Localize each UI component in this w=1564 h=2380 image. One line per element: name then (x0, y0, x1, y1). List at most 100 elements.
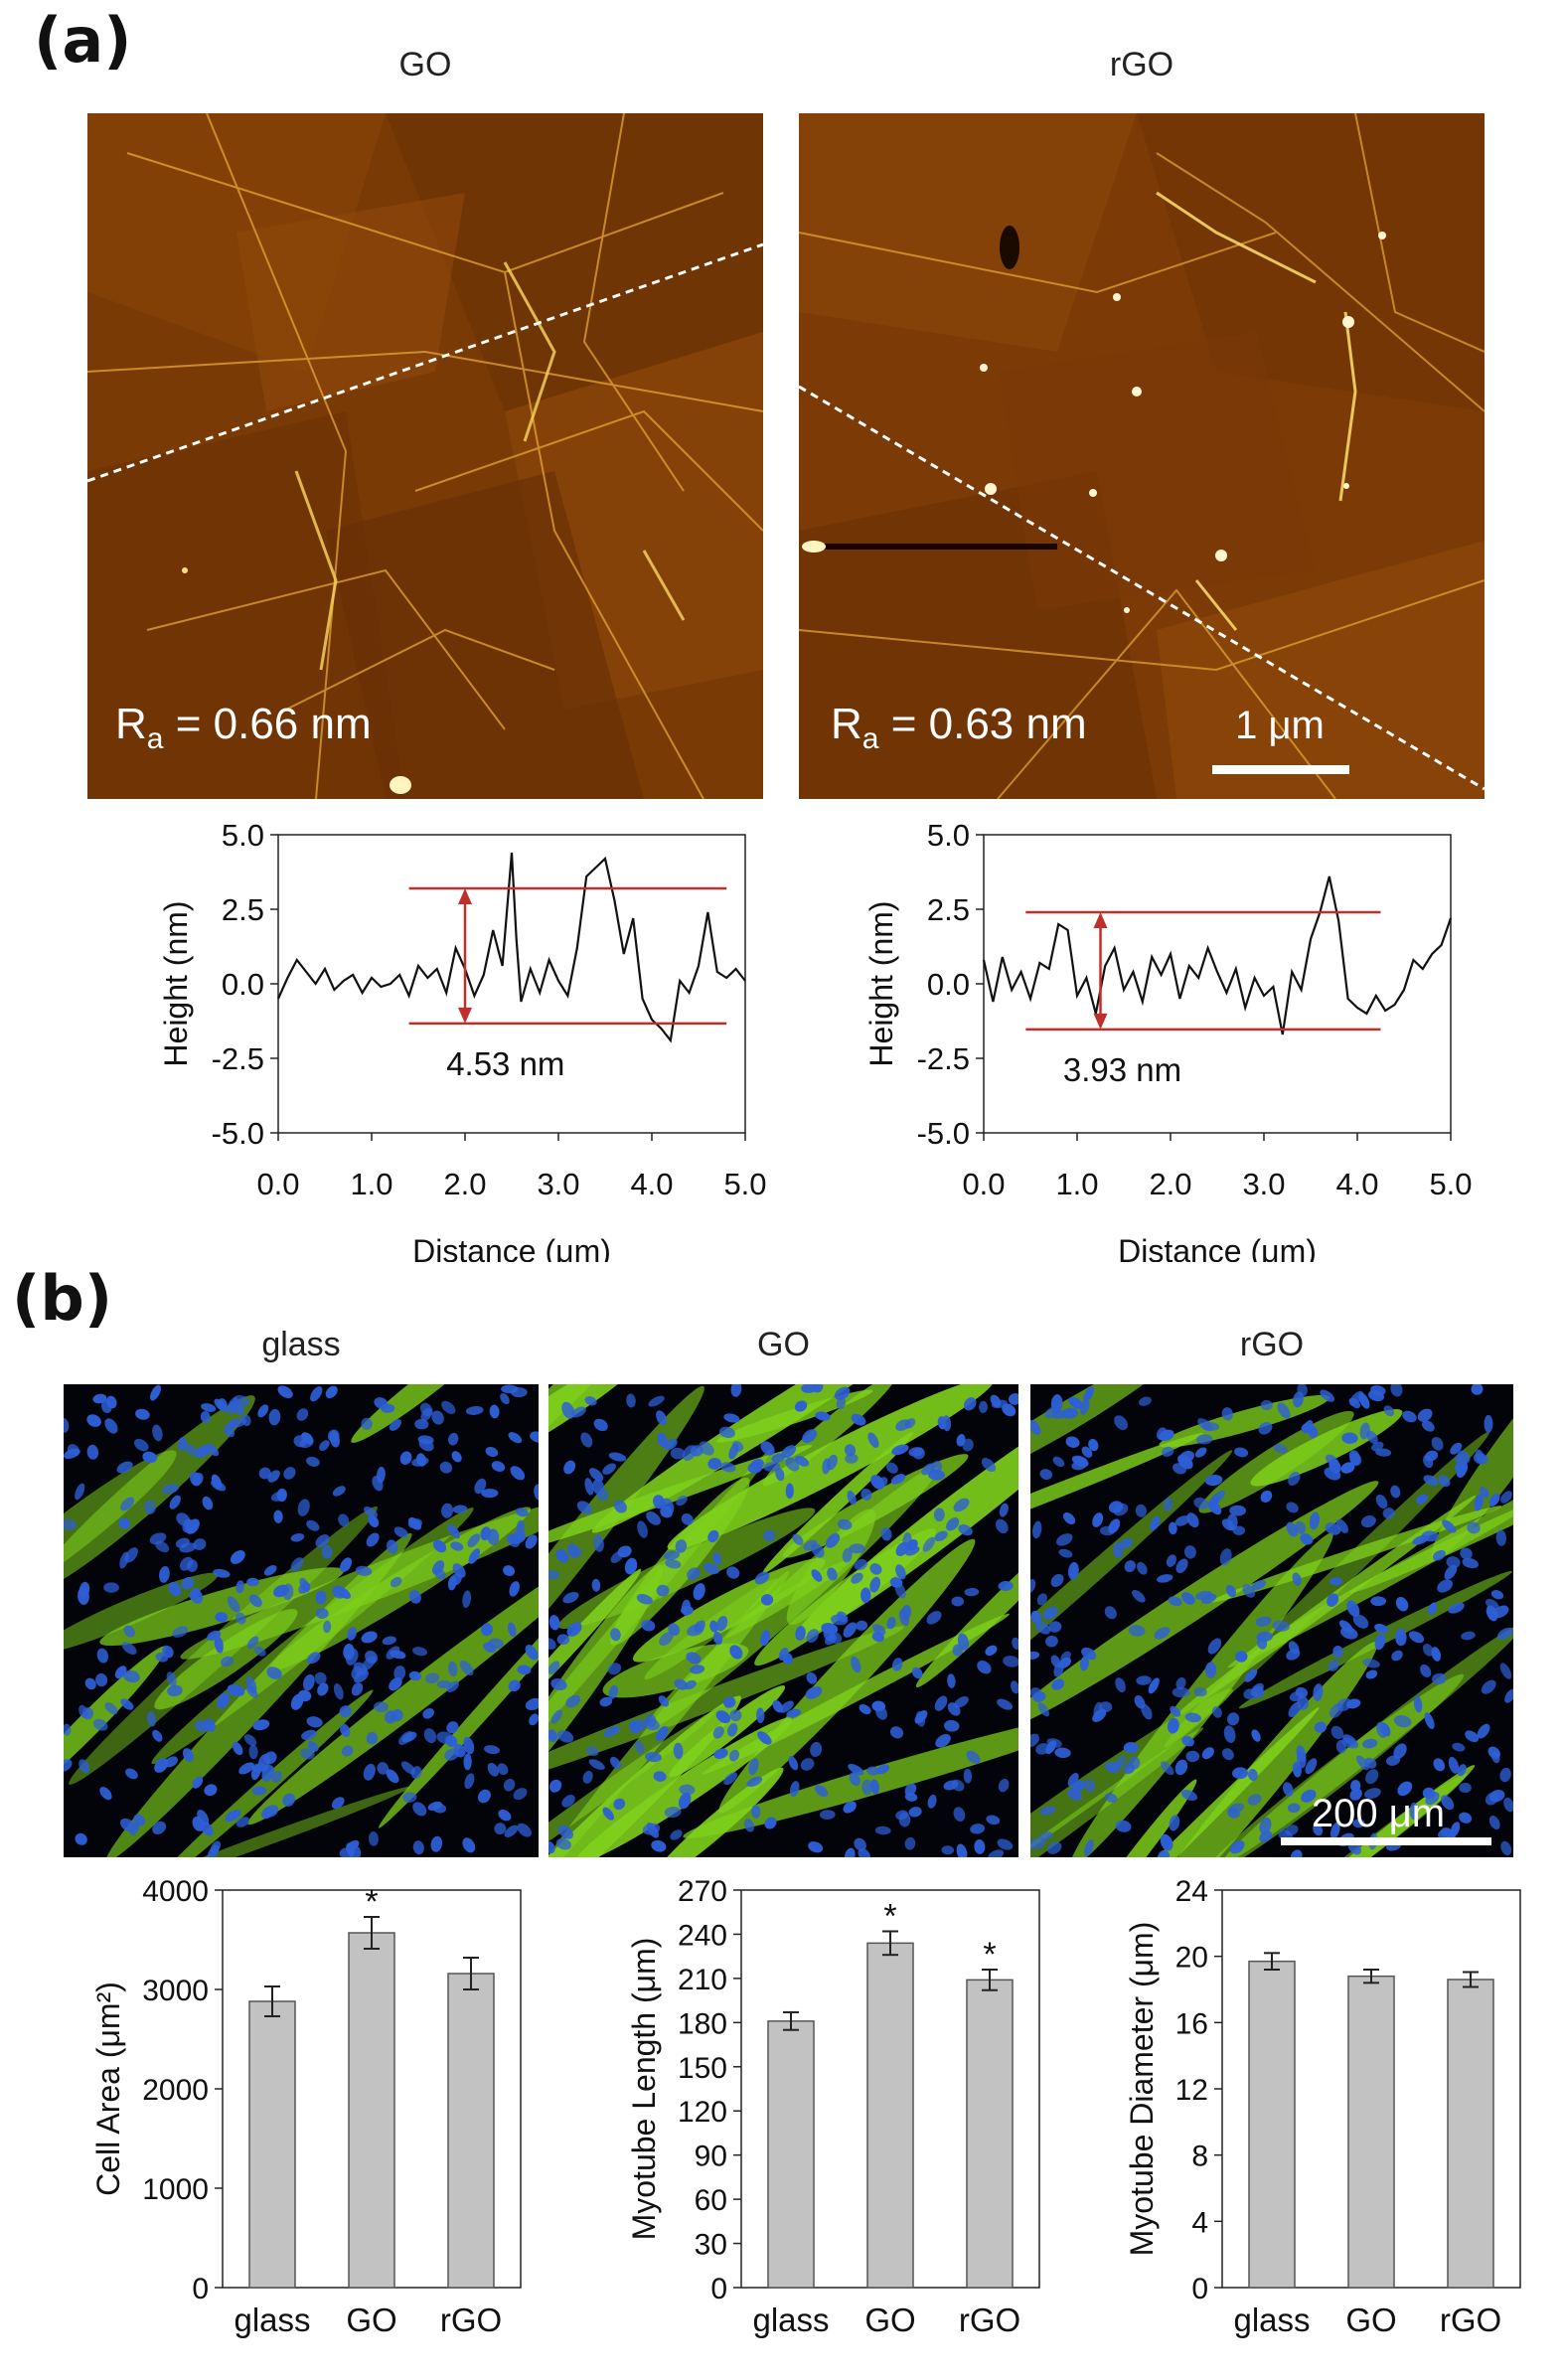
afm-image-rgo: Ra = 0.63 nm 1 μm (799, 113, 1485, 799)
x-tick-label: rGO (1440, 2301, 1501, 2338)
y-tick-label: 2.5 (927, 892, 970, 927)
bar-rgo (447, 1973, 495, 2289)
x-tick-label: 3.0 (1242, 1167, 1285, 1201)
bar-glass (248, 2000, 296, 2289)
height-profile-line (982, 875, 1453, 1035)
x-tick-label: 5.0 (723, 1167, 766, 1201)
y-tick-label: -2.5 (917, 1041, 970, 1076)
afm-go-title: GO (398, 46, 452, 83)
ra-label-rgo: Ra = 0.63 nm (831, 700, 1087, 756)
myotube-length-bar-chart: 0 30 60 90 120 150 180 210 240 270 glass * GO * rGO Myo… (626, 1875, 1040, 2338)
bar-glass (1248, 1960, 1296, 2289)
height-profile-go-chart: 5.0 2.5 0.0 -2.5 -5.0 0.0 1.0 2.0 3.0 4.0 5.0 4.53 … (158, 818, 767, 1262)
y-tick-label: 5.0 (927, 818, 970, 853)
x-tick-label: 1.0 (350, 1167, 392, 1201)
height-arrow-head-down (1093, 1013, 1108, 1030)
y-tick-label: -5.0 (917, 1116, 970, 1151)
y-tick-label: 4000 (142, 1875, 209, 1908)
y-tick-label: 16 (1175, 2007, 1208, 2040)
x-tick-label: 1.0 (1055, 1167, 1098, 1201)
scale-bar-label-afm: 1 μm (1235, 704, 1325, 747)
y-tick-label: 0.0 (927, 967, 970, 1002)
x-tick-label: GO (346, 2301, 396, 2338)
fluorescence-image-rgo: 200 μm (1030, 1384, 1513, 1857)
y-axis-label: Height (nm) (158, 900, 194, 1066)
plot-frame (983, 834, 1452, 1134)
y-axis-label: Myotube Diameter (μm) (1124, 1922, 1160, 2257)
ra-symbol: R (831, 700, 862, 748)
height-arrow-head-up (1093, 912, 1108, 928)
significance-asterisk: * (983, 1936, 996, 1974)
plot-frame (277, 834, 746, 1134)
x-tick-label: glass (752, 2301, 829, 2338)
y-tick-label: -5.0 (212, 1116, 264, 1151)
x-tick-label: glass (1233, 2301, 1310, 2338)
y-tick-label: 120 (678, 2096, 727, 2129)
y-axis-label: Height (nm) (863, 900, 899, 1066)
x-tick-label: GO (864, 2301, 915, 2338)
y-tick-label: 1000 (142, 2173, 209, 2206)
bar-rgo (966, 1979, 1014, 2289)
x-tick-label: 4.0 (630, 1167, 673, 1201)
fluor-rgo-title: rGO (1239, 1326, 1305, 1363)
ra-symbol: R (115, 700, 147, 748)
height-annotation: 3.93 nm (1063, 1051, 1181, 1088)
myotube-diameter-bar-chart: 0 4 8 12 16 20 24 glass GO rGO Myotube Diameter (μ… (1124, 1875, 1521, 2338)
cell-area-bar-chart: 0 1000 2000 3000 4000 glass * GO rGO Cell Area (μ… (90, 1875, 522, 2338)
x-tick-label: rGO (440, 2301, 502, 2338)
micrograph-texture (548, 1384, 1018, 1857)
y-tick-label: 0 (192, 2273, 209, 2305)
y-tick-label: 3000 (142, 1975, 209, 2007)
x-axis-label: Distance (μm) (1118, 1233, 1317, 1262)
fluorescence-image-glass (64, 1384, 539, 1857)
y-tick-label: 20 (1175, 1942, 1208, 1975)
x-tick-label: 0.0 (256, 1167, 299, 1201)
y-tick-label: 2.5 (222, 892, 264, 927)
y-tick-label: 5.0 (222, 818, 264, 853)
y-tick-label: 150 (678, 2052, 727, 2085)
x-tick-label: GO (1345, 2301, 1396, 2338)
y-tick-label: 30 (695, 2229, 727, 2262)
y-tick-label: 240 (678, 1919, 727, 1952)
fluor-glass-title: glass (261, 1326, 341, 1363)
height-arrow-head-up (458, 888, 472, 904)
x-tick-label: 4.0 (1335, 1167, 1378, 1201)
fluorescence-image-go (548, 1384, 1018, 1857)
micrograph-texture (64, 1384, 539, 1857)
y-tick-label: 12 (1175, 2074, 1208, 2107)
y-tick-label: 90 (695, 2141, 727, 2173)
x-tick-label: 2.0 (443, 1167, 486, 1201)
fluor-go-title: GO (757, 1326, 810, 1363)
height-profile-rgo-chart: 5.0 2.5 0.0 -2.5 -5.0 0.0 1.0 2.0 3.0 4.0 5.0 3.93 … (863, 818, 1473, 1262)
y-tick-label: 2000 (142, 2074, 209, 2107)
y-tick-label: 24 (1175, 1875, 1208, 1908)
y-axis-label: Cell Area (μm²) (90, 1982, 126, 2196)
panel-b-letter: (b) (12, 1262, 113, 1335)
y-tick-label: 210 (678, 1964, 727, 1996)
height-arrow-head-down (458, 1007, 472, 1024)
y-tick-label: 0 (710, 2273, 727, 2305)
y-tick-label: -2.5 (212, 1041, 264, 1076)
height-annotation: 4.53 nm (446, 1045, 564, 1082)
x-tick-label: 3.0 (537, 1167, 579, 1201)
y-tick-label: 0.0 (222, 967, 264, 1002)
y-tick-label: 180 (678, 2007, 727, 2040)
x-tick-label: 2.0 (1149, 1167, 1191, 1201)
x-tick-label: 5.0 (1429, 1167, 1472, 1201)
bar-glass (767, 2020, 815, 2289)
height-profile-line (276, 852, 746, 1043)
y-tick-label: 0 (1191, 2273, 1208, 2305)
micrograph-texture (1030, 1384, 1513, 1857)
y-tick-label: 270 (678, 1875, 727, 1908)
bar-go (866, 1942, 914, 2289)
scale-bar-afm (1212, 765, 1349, 774)
y-tick-label: 8 (1191, 2141, 1208, 2173)
ra-subscript: a (861, 721, 879, 755)
bar-go (348, 1932, 395, 2289)
afm-image-go: Ra = 0.66 nm (87, 113, 763, 799)
bar-rgo (1447, 1979, 1494, 2289)
y-axis-label: Myotube Length (μm) (626, 1938, 662, 2241)
ra-value: = 0.66 nm (175, 700, 372, 748)
significance-asterisk: * (883, 1897, 896, 1935)
x-axis-label: Distance (μm) (412, 1233, 611, 1262)
